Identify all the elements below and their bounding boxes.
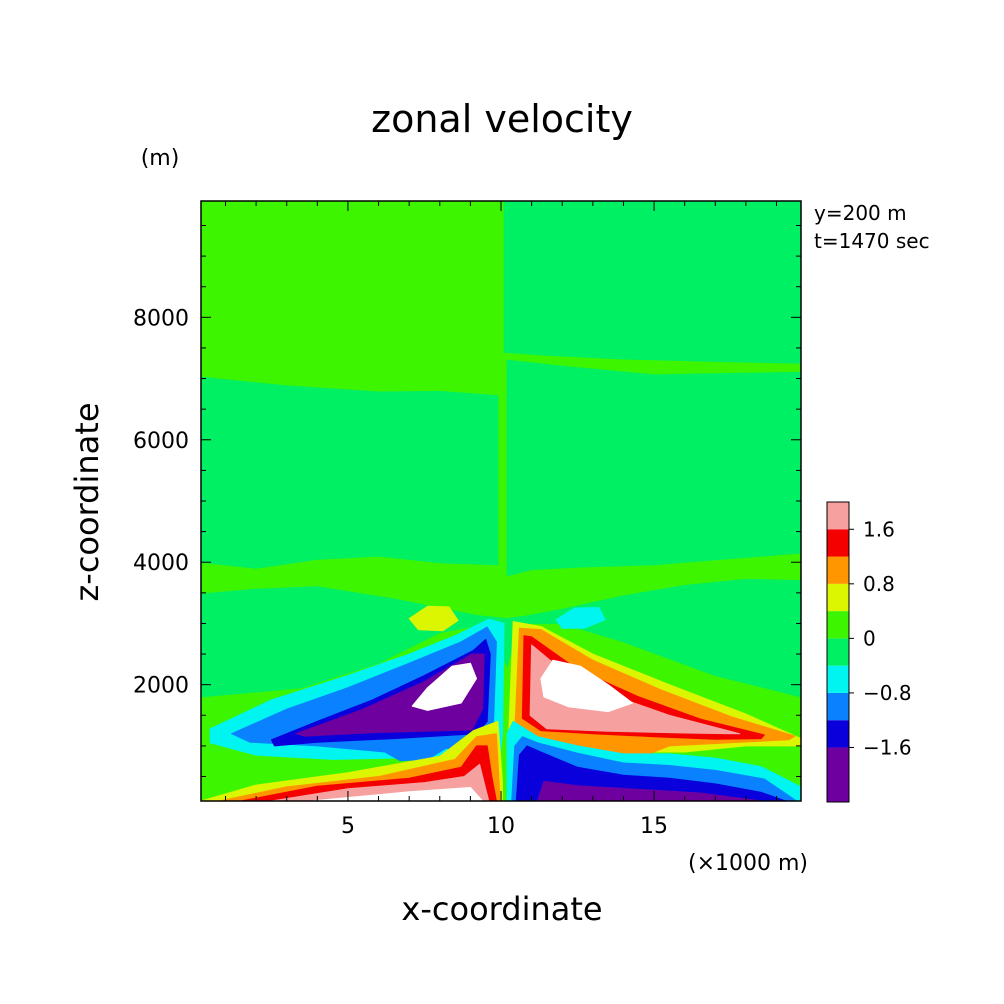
colorbar: 1.6 0.8 0 −0.8 −1.6: [826, 501, 912, 803]
colorbar-swatch: [827, 583, 849, 612]
contour-region-left-mid-band: [201, 376, 499, 569]
colorbar-swatch: [827, 556, 849, 584]
contour-region-right-upper-band: [503, 201, 801, 364]
contour-region-left-neg-core: [411, 662, 477, 711]
chart-title: zonal velocity: [371, 97, 633, 141]
colorbar-frame: [826, 501, 850, 803]
colorbar-swatch: [827, 665, 849, 693]
y-axis-ticks: 2000 4000 6000 8000: [133, 224, 801, 778]
x-tick-label: 5: [341, 814, 355, 839]
x-tick-label: 15: [640, 814, 668, 839]
y-axis-title: z-coordinate: [68, 402, 106, 601]
colorbar-swatch: [827, 720, 849, 748]
plot-area: [200, 200, 802, 802]
contour-fills: [201, 201, 801, 801]
contour-region-left-neg-purple: [295, 653, 485, 737]
contour-region-right-cyan-blob: [555, 607, 606, 629]
y-tick-label: 6000: [133, 429, 189, 454]
colorbar-tick-label: −1.6: [863, 735, 912, 759]
colorbar-swatch: [827, 692, 849, 721]
colorbar-tick-label: 0: [863, 626, 876, 650]
x-tick-label: 10: [487, 814, 515, 839]
y-tick-label: 8000: [133, 306, 189, 331]
y-unit-label: (m): [141, 146, 180, 171]
contour-region-left-yellow-blob: [408, 605, 459, 632]
x-axis-ticks: 5 10 15: [224, 201, 778, 839]
x-unit-label: (×1000 m): [688, 851, 808, 876]
colorbar-tick-label: 0.8: [863, 572, 895, 596]
contour-region-right-mid-band: [506, 359, 801, 577]
colorbar-swatch: [827, 502, 849, 530]
annotation-y-position: y=200 m: [814, 201, 907, 225]
y-tick-label: 2000: [133, 674, 189, 699]
x-axis-title: x-coordinate: [401, 890, 602, 928]
colorbar-swatch: [827, 747, 849, 802]
y-tick-label: 4000: [133, 551, 189, 576]
colorbar-tick-label: −0.8: [863, 681, 912, 705]
contour-region-right-neg-purple: [537, 780, 762, 801]
annotation-time: t=1470 sec: [814, 229, 930, 253]
contour-region-right-pos-core: [540, 659, 634, 713]
colorbar-swatch: [827, 611, 849, 639]
colorbar-swatch: [827, 638, 849, 666]
colorbar-swatch: [827, 529, 849, 557]
colorbar-tick-label: 1.6: [863, 517, 895, 541]
